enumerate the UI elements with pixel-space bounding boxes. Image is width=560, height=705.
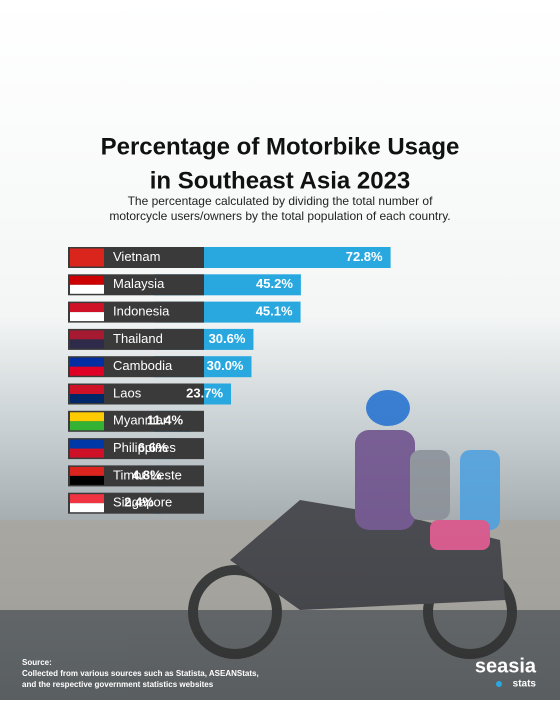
flag [70, 385, 104, 394]
brand-sub: stats [513, 679, 537, 690]
flag [70, 421, 104, 431]
flag [70, 248, 104, 258]
value-label: 45.2% [256, 276, 293, 291]
flag [70, 394, 104, 403]
value-label: 23.7% [186, 385, 223, 400]
flag [70, 494, 104, 504]
brand-dot [496, 681, 502, 687]
value-label: 30.6% [209, 331, 246, 346]
value-label: 72.8% [346, 249, 383, 264]
category-label: Singapore [113, 495, 172, 510]
flag [70, 257, 104, 267]
chart-title: Percentage of Motorbike Usage [101, 133, 460, 160]
category-label: Malaysia [113, 276, 165, 291]
bars: Vietnam 72.8% Malaysia 45.2% Indonesia 45.1% T… [68, 247, 391, 514]
brand: seasia [475, 655, 537, 677]
subtitle: motorcycle users/owners by the total pop… [109, 209, 450, 223]
flag [70, 503, 104, 513]
category-label: Indonesia [113, 304, 170, 319]
subtitle: The percentage calculated by dividing th… [128, 194, 434, 208]
category-label: Timor-Leste [113, 467, 182, 482]
flag [70, 275, 104, 285]
value-label: 6.6% [138, 440, 168, 455]
flag [70, 284, 104, 294]
value-label: 11.4% [147, 413, 184, 428]
category-label: Thailand [113, 331, 163, 346]
bar [154, 247, 391, 268]
category-label: Philippines [113, 440, 176, 455]
flag [70, 448, 104, 458]
flag [70, 312, 104, 322]
value-label: 4.8% [132, 467, 162, 482]
flag [70, 412, 104, 422]
flag [70, 303, 104, 313]
category-label: Cambodia [113, 358, 173, 373]
flag [70, 466, 104, 476]
flag [70, 366, 104, 376]
value-label: 30.0% [207, 358, 244, 373]
source: Collected from various sources such as S… [22, 669, 259, 678]
flag [70, 439, 104, 449]
value-label: 45.1% [256, 304, 293, 319]
flag [70, 357, 104, 367]
flag [70, 339, 104, 349]
value-label: 2.4% [124, 495, 154, 510]
source: and the respective government statistics… [22, 680, 214, 689]
chart-title: in Southeast Asia 2023 [150, 167, 411, 194]
source-title: Source: [22, 658, 52, 667]
category-label: Laos [113, 385, 142, 400]
flag [70, 330, 104, 340]
flag [70, 475, 104, 485]
category-label: Vietnam [113, 249, 160, 264]
scene [0, 390, 560, 700]
category-label: Myanmar [113, 413, 168, 428]
